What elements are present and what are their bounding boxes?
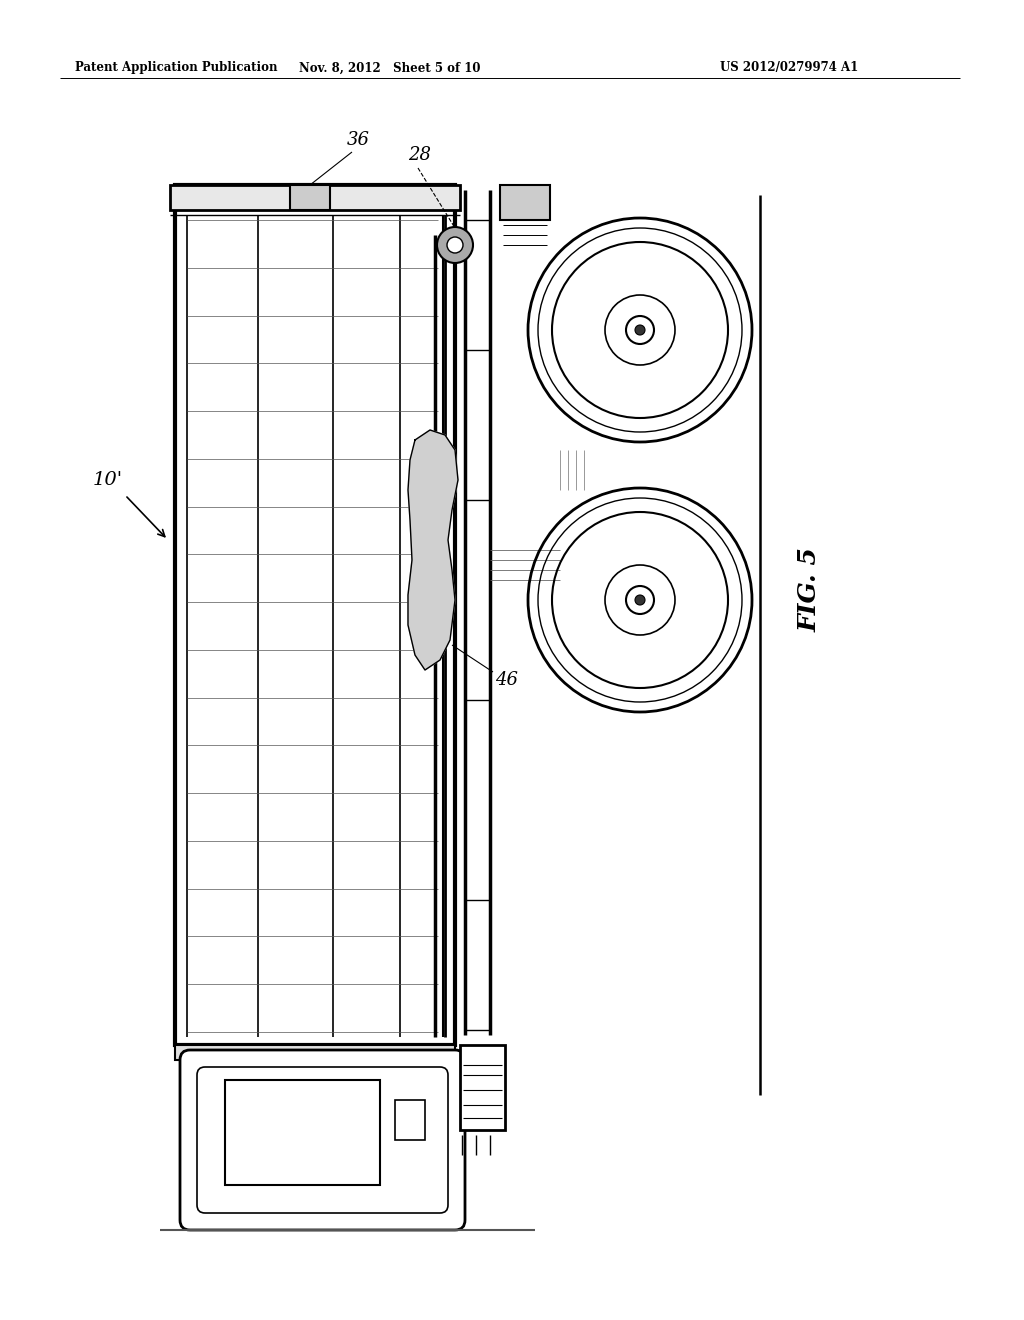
Bar xyxy=(225,1080,380,1185)
Bar xyxy=(170,185,460,210)
Text: 46: 46 xyxy=(496,671,518,689)
Circle shape xyxy=(447,238,463,253)
Text: 10': 10' xyxy=(93,471,123,488)
Bar xyxy=(500,185,550,220)
Text: 36: 36 xyxy=(346,131,370,149)
Circle shape xyxy=(626,586,654,614)
Bar xyxy=(175,1045,455,1060)
Circle shape xyxy=(635,595,645,605)
Bar xyxy=(395,1100,425,1140)
Text: Nov. 8, 2012   Sheet 5 of 10: Nov. 8, 2012 Sheet 5 of 10 xyxy=(299,62,480,74)
Circle shape xyxy=(437,227,473,263)
Text: FIG. 5: FIG. 5 xyxy=(798,548,822,632)
Circle shape xyxy=(626,315,654,345)
Text: Patent Application Publication: Patent Application Publication xyxy=(75,62,278,74)
Bar xyxy=(460,1045,505,1130)
Bar xyxy=(175,185,455,1045)
Text: US 2012/0279974 A1: US 2012/0279974 A1 xyxy=(720,62,858,74)
Bar xyxy=(290,185,330,210)
Polygon shape xyxy=(408,430,458,671)
Text: 28: 28 xyxy=(409,147,431,164)
Circle shape xyxy=(635,325,645,335)
FancyBboxPatch shape xyxy=(180,1049,465,1230)
